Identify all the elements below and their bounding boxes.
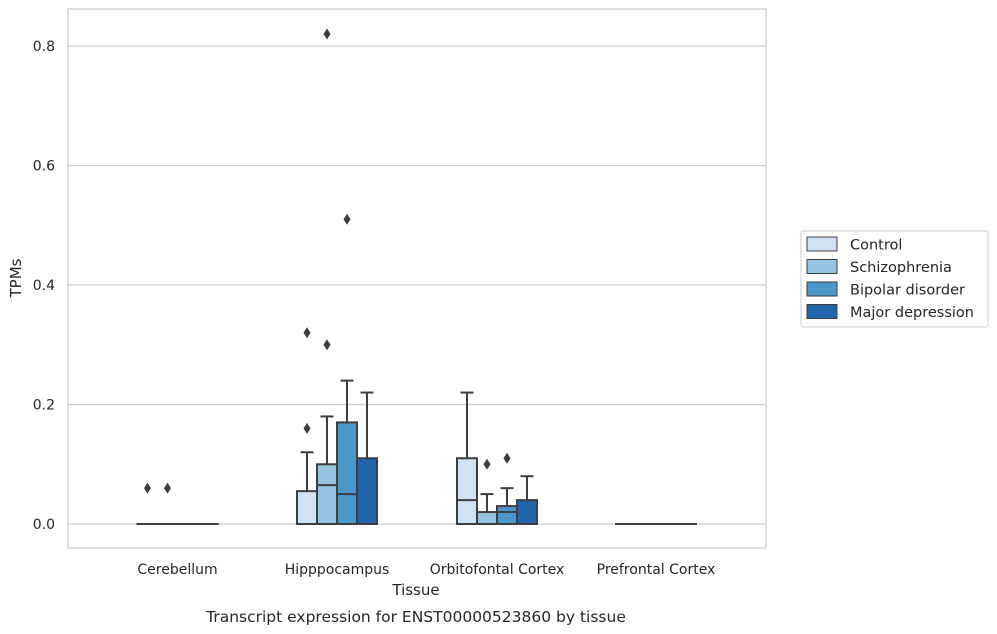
outlier-point [164,482,171,494]
outlier-point [343,213,351,225]
legend-label: Bipolar disorder [850,283,965,299]
legend-label: Schizophrenia [850,260,952,276]
outlier-point [303,422,311,434]
box-rect [516,499,538,526]
x-tick-label: Orbitofontal Cortex [430,562,565,578]
box-rect [356,457,378,525]
grid-lines [68,45,766,525]
outlier-point [303,327,311,339]
y-tick-label: 0.6 [33,159,55,175]
box-rect [496,505,518,526]
x-axis-label: Tissue [391,581,439,599]
box-rect [316,463,338,525]
legend-swatch [806,259,838,274]
x-tick-label: Hipppocampus [285,562,390,578]
y-tick-labels: 0.0 0.2 0.4 0.6 0.8 [33,39,55,533]
box-group [296,327,318,526]
legend: Control Schizophrenia Bipolar disorder Majo… [800,230,989,328]
legend-swatch [806,304,838,319]
box-group [356,391,378,525]
box-group [456,391,478,525]
y-tick-label: 0.0 [33,517,55,533]
outlier-point [483,458,491,470]
y-tick-label: 0.8 [33,39,55,55]
box-marks [136,28,697,526]
legend-label: Control [850,238,902,254]
legend-frame [800,230,989,328]
y-tick-label: 0.2 [33,398,55,414]
figure-caption: Transcript expression for ENST0000052386… [205,608,626,626]
outlier-point [144,482,151,494]
box-group [476,458,498,525]
box-group [316,28,338,525]
box-rect [296,490,318,526]
box-rect [456,457,478,525]
y-tick-label: 0.4 [33,278,55,294]
box-group [136,482,159,526]
x-tick-labels: Cerebellum Hipppocampus Orbitofontal Corte… [137,562,715,578]
box-group [336,213,358,525]
outlier-point [323,28,331,40]
box-group [516,475,538,526]
plot-frame [67,8,767,549]
outlier-point [503,452,511,464]
legend-swatch [806,281,838,297]
box-group [496,452,518,526]
y-axis-label: TPMs [7,258,25,298]
box-rect [336,421,358,525]
box-rect [476,511,498,525]
legend-swatch [806,236,838,252]
legend-label: Major depression [850,305,974,321]
x-tick-label: Prefrontal Cortex [597,562,716,578]
outlier-point [323,339,331,351]
box-group [156,482,179,526]
x-tick-label: Cerebellum [137,562,217,578]
